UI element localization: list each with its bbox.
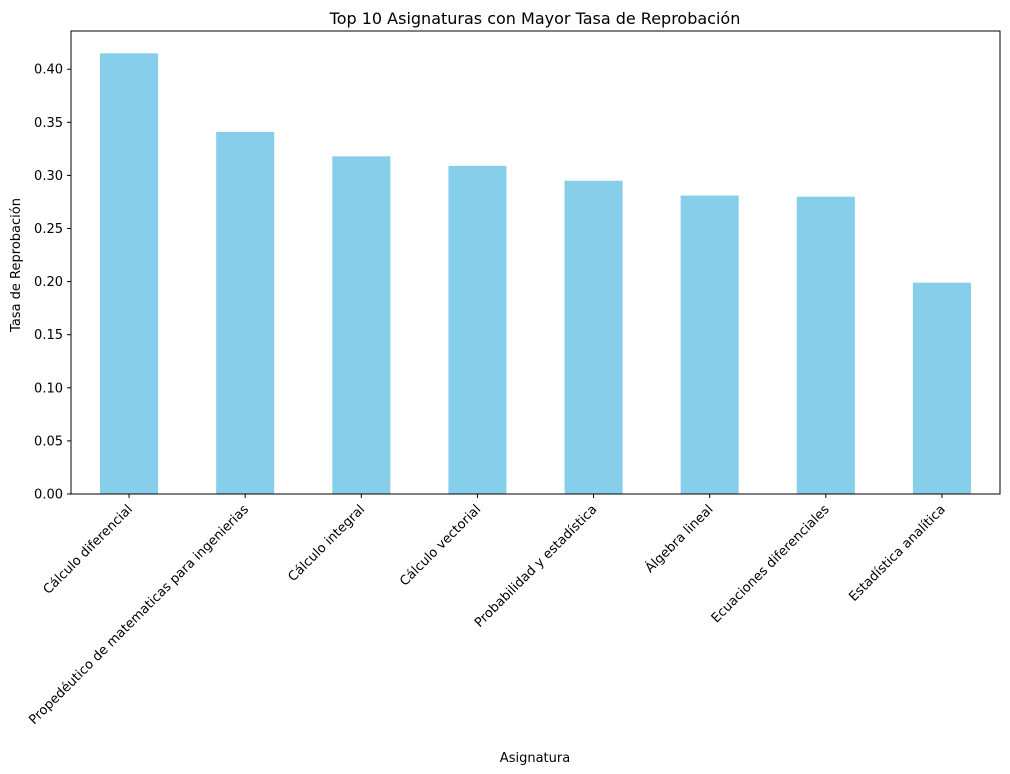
y-tick-label: 0.10 [34, 381, 63, 396]
x-tick-label: Cálculo diferencial [41, 502, 136, 597]
bar [332, 156, 391, 494]
x-tick-label: Álgebra lineal [642, 502, 717, 577]
y-axis-label: Tasa de Reprobación [9, 198, 24, 333]
bar [100, 53, 159, 495]
x-tick-label: Cálculo vectorial [397, 502, 484, 589]
y-tick-label: 0.25 [34, 222, 63, 237]
y-tick-label: 0.35 [34, 116, 63, 131]
y-tick-label: 0.20 [34, 275, 63, 290]
x-tick-label: Propedéutico de matematicas para ingenie… [26, 502, 252, 728]
bar [216, 131, 275, 494]
bar [912, 282, 971, 494]
bar [680, 195, 739, 494]
y-tick-label: 0.00 [34, 488, 63, 503]
plot-frame [70, 30, 1001, 495]
bar [796, 196, 855, 494]
y-tick-label: 0.30 [34, 169, 63, 184]
x-tick-label: Ecuaciones diferenciales [709, 502, 833, 626]
x-tick-label: Probabilidad y estadística [472, 502, 600, 630]
bar [564, 180, 623, 495]
chart-title: Top 10 Asignaturas con Mayor Tasa de Rep… [329, 9, 741, 28]
x-axis-label: Asignatura [500, 751, 570, 766]
x-tick-label: Cálculo integral [285, 502, 368, 585]
y-tick-label: 0.15 [34, 328, 63, 343]
x-tick-label: Estadística analítica [846, 502, 948, 604]
bar [448, 165, 507, 494]
y-tick-label: 0.05 [34, 434, 63, 449]
y-tick-label: 0.40 [34, 63, 63, 78]
